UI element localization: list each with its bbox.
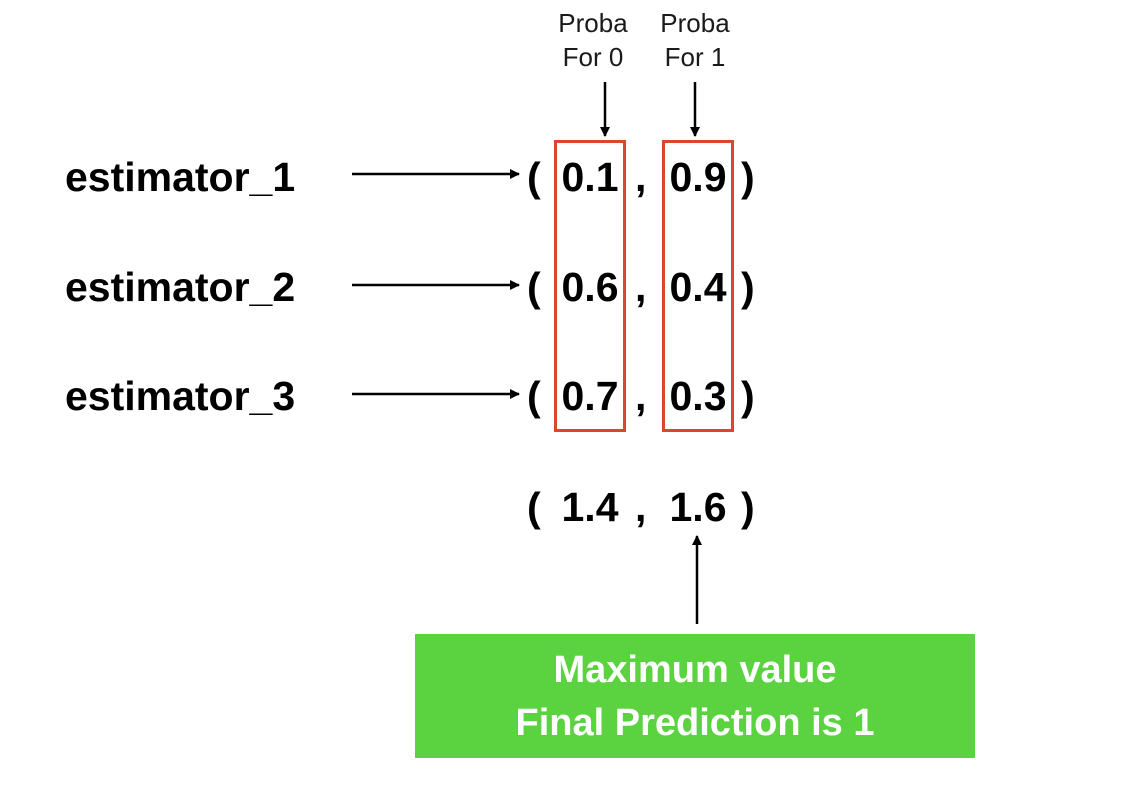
final-prediction-box: Maximum value Final Prediction is 1 <box>415 634 975 758</box>
row-3-value-0: 0.7 <box>561 373 619 419</box>
row-2-value-1: 0.4 <box>669 264 727 310</box>
header-proba-for-1-line1: Proba <box>660 8 730 38</box>
estimator-2-label: estimator_2 <box>65 264 296 310</box>
header-proba-for-1: Proba For 1 <box>640 6 750 74</box>
row-3-close-paren: ) <box>741 373 755 419</box>
row-3-open-paren: ( <box>527 373 541 419</box>
row-1-close-paren: ) <box>741 154 755 200</box>
row-1-open-paren: ( <box>527 154 541 200</box>
totals-open-paren: ( <box>527 484 541 530</box>
row-1-value-0: 0.1 <box>561 154 619 200</box>
row-1-comma: , <box>635 154 647 200</box>
estimator-3-label: estimator_3 <box>65 373 296 419</box>
proba-0-column-box <box>554 140 626 432</box>
totals-comma: , <box>635 484 647 530</box>
header-proba-for-0-line2: For 0 <box>562 42 624 72</box>
row-2-open-paren: ( <box>527 264 541 310</box>
totals-close-paren: ) <box>741 484 755 530</box>
row-1-value-1: 0.9 <box>669 154 727 200</box>
final-prediction-line1: Maximum value <box>553 649 837 691</box>
header-proba-for-1-line2: For 1 <box>664 42 726 72</box>
final-prediction-line2: Final Prediction is 1 <box>515 702 875 744</box>
row-3-comma: , <box>635 373 647 419</box>
totals-value-0: 1.4 <box>561 484 619 530</box>
row-2-comma: , <box>635 264 647 310</box>
estimator-1-label: estimator_1 <box>65 154 296 200</box>
proba-1-column-box <box>662 140 734 432</box>
row-2-value-0: 0.6 <box>561 264 619 310</box>
totals-value-1: 1.6 <box>669 484 727 530</box>
header-proba-for-0-line1: Proba <box>558 8 628 38</box>
header-proba-for-0: Proba For 0 <box>538 6 648 74</box>
row-3-value-1: 0.3 <box>669 373 727 419</box>
row-2-close-paren: ) <box>741 264 755 310</box>
